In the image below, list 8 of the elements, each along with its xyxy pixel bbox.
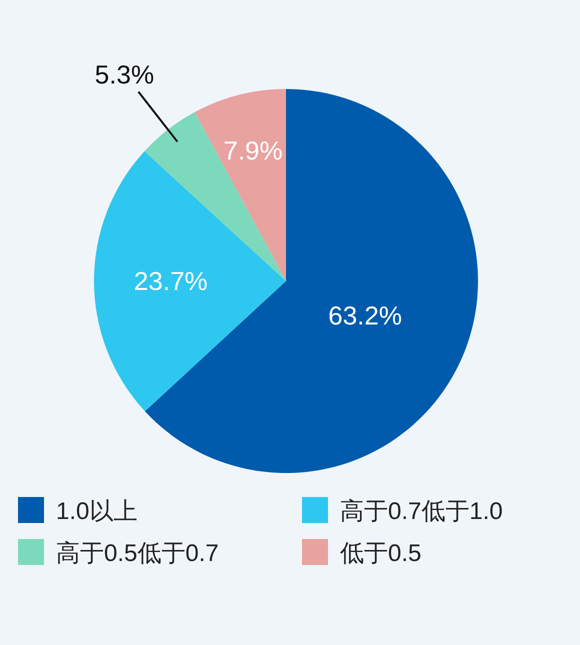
legend-label: 高于0.5低于0.7 (56, 540, 219, 567)
data-label: 5.3% (94, 60, 154, 90)
legend-label: 1.0以上 (56, 498, 138, 525)
data-label: 63.2% (328, 300, 402, 331)
legend-label: 低于0.5 (340, 540, 422, 567)
legend-label: 高于0.7低于1.0 (340, 498, 503, 525)
data-label: 7.9% (223, 136, 283, 166)
data-label: 23.7% (134, 266, 208, 296)
